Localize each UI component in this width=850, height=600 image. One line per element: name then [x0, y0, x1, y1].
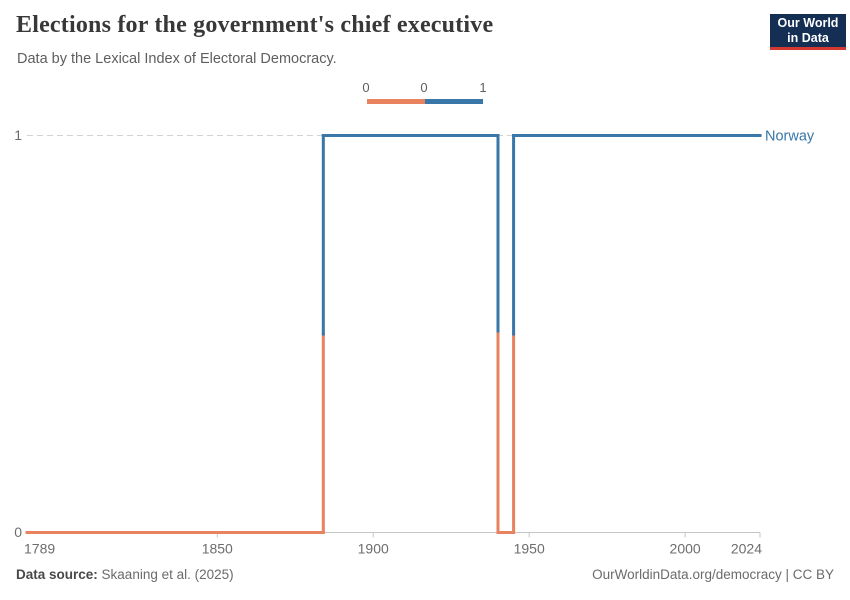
legend-tick-0: 0 — [362, 80, 370, 95]
y-axis-tick-label: 1 — [14, 127, 22, 143]
page-subtitle: Data by the Lexical Index of Electoral D… — [17, 51, 337, 67]
x-axis-tick-label: 1789 — [24, 541, 55, 557]
legend-tick-1: 0 — [420, 80, 428, 95]
owid-logo-line2: in Data — [787, 30, 829, 45]
data-source-text[interactable]: Skaaning et al. (2025) — [101, 567, 234, 582]
owid-logo[interactable]: Our World in Data — [770, 14, 846, 50]
page-title: Elections for the government's chief exe… — [16, 12, 494, 38]
x-axis-tick-label: 1850 — [202, 541, 233, 557]
chart-footer: Data source: Skaaning et al. (2025) OurW… — [16, 567, 834, 582]
credit-link[interactable]: OurWorldinData.org/democracy | CC BY — [592, 567, 834, 582]
legend-colorbar[interactable] — [367, 99, 483, 104]
entity-label[interactable]: Norway — [765, 129, 815, 145]
x-axis-tick-label: 2000 — [670, 541, 701, 557]
x-axis-tick-label: 2024 — [731, 541, 762, 557]
legend-swatch-0[interactable] — [367, 99, 425, 104]
data-source: Data source: Skaaning et al. (2025) — [16, 567, 234, 582]
legend-swatch-1[interactable] — [425, 99, 483, 104]
x-axis-tick-label: 1950 — [514, 541, 545, 557]
owid-logo-line1: Our World — [777, 16, 839, 30]
y-axis-tick-label: 0 — [14, 524, 22, 540]
x-axis-tick-label: 1900 — [358, 541, 389, 557]
data-source-label: Data source: — [16, 567, 98, 582]
legend-tick-2: 1 — [479, 80, 487, 95]
